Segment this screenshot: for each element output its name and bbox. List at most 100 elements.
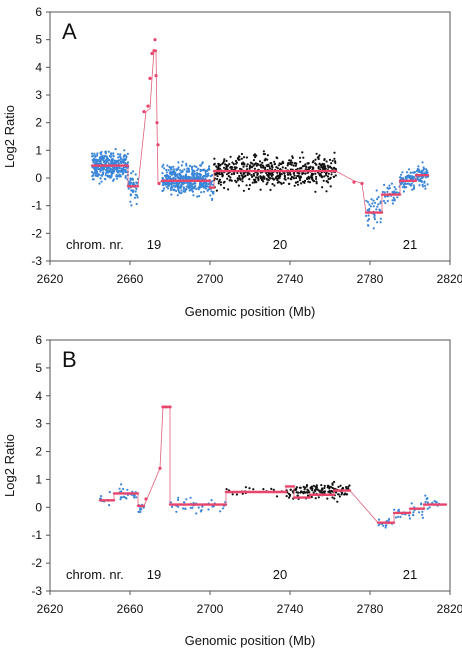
data-point [251,175,254,178]
data-point [122,171,125,175]
data-point [175,189,178,193]
data-point [402,183,405,186]
data-point [325,190,328,193]
data-point [401,186,405,189]
data-point [169,175,172,178]
data-point [333,151,336,154]
data-point [139,508,142,511]
plot-frame [49,339,451,592]
data-point [192,174,195,177]
data-point [304,172,307,175]
data-point [182,507,185,510]
data-point [168,183,171,186]
data-point [314,190,317,193]
chromosome-prefix: chrom. nr. [66,567,124,582]
data-point [399,515,402,519]
data-point [233,166,236,169]
data-point [300,182,303,185]
panel-label: B [62,347,77,372]
data-point [202,177,205,180]
data-point [190,168,194,171]
data-point [423,184,427,187]
data-point [317,496,320,499]
data-point [317,157,320,161]
data-point [289,177,292,180]
data-point [181,160,184,163]
data-point [101,171,104,174]
data-point [217,180,220,183]
data-point [166,174,169,177]
data-point [195,512,198,515]
data-point [177,166,180,169]
data-point [301,151,304,154]
data-point [201,183,204,186]
data-point [245,184,248,187]
data-point [248,487,251,490]
data-point [238,174,241,178]
data-point [255,181,258,184]
data-point [292,164,295,167]
x-tick-label: 2780 [357,272,384,286]
data-point [281,166,284,169]
highlight-point [360,181,364,186]
data-point [236,177,239,180]
data-point [424,187,427,190]
data-point [91,152,94,155]
data-point [373,213,376,216]
data-point [94,155,97,158]
data-point [411,188,414,191]
data-point [283,174,286,177]
data-point [112,152,115,155]
data-point [223,158,226,161]
data-point [251,162,254,165]
data-point [421,185,424,188]
data-point [262,488,265,491]
data-point [204,185,207,188]
data-point [219,163,222,166]
data-point [109,176,112,179]
data-point [210,190,213,193]
data-point [288,494,292,497]
data-point [317,155,320,158]
data-point [229,176,232,179]
data-point [426,183,429,186]
y-tick-label: 0 [35,500,42,514]
data-point [91,158,94,162]
data-point [272,178,275,181]
data-point [105,155,108,158]
data-point [230,168,233,171]
data-point [299,160,302,163]
data-point [114,148,117,151]
data-point [317,489,321,492]
data-point [105,172,108,175]
data-point [199,173,202,177]
data-point [310,495,313,499]
data-point [425,168,428,171]
data-point [409,184,412,187]
data-point [412,187,415,190]
data-point [193,165,196,168]
data-point [387,519,390,522]
data-point [311,178,314,181]
data-point [205,182,208,185]
data-point [419,178,422,181]
data-point [286,173,289,176]
y-tick-label: 0 [35,171,42,185]
data-point [202,190,206,193]
data-point [296,183,300,186]
data-point [167,169,170,172]
data-point [92,173,95,176]
data-point [411,176,414,179]
data-point [221,162,224,165]
x-tick-label: 2660 [117,272,144,286]
data-point [379,221,382,224]
data-point [277,164,280,167]
data-point [176,175,179,179]
data-point [123,149,126,152]
y-tick-label: 3 [35,417,42,431]
data-point [302,156,305,159]
data-point [100,167,103,170]
data-point [120,170,123,173]
data-point [276,157,279,160]
highlight-point [154,74,158,78]
